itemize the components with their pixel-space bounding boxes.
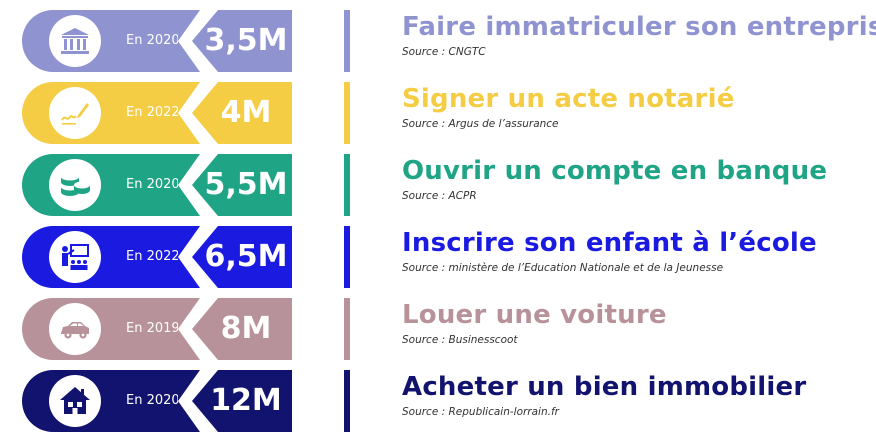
list-item: En 2022 6,5M Inscrire son enfant à l’éco…: [0, 226, 876, 288]
divider-bar: [344, 10, 350, 72]
coins-stack-icon: [61, 173, 90, 196]
value-label: 4M: [220, 95, 272, 130]
list-item: En 2019 8M Louer une voiture Source : Bu…: [0, 298, 876, 360]
value-chevron: [178, 226, 292, 288]
value-chevron: [178, 370, 292, 432]
icon-circle: [49, 159, 101, 211]
divider-bar: [344, 298, 350, 360]
list-item: En 2020 12M Acheter un bien immobilier S…: [0, 370, 876, 432]
classroom-teacher-icon: [62, 244, 89, 270]
value-label: 3,5M: [204, 23, 288, 58]
icon-circle: [49, 303, 101, 355]
list-item: En 2020 3,5M Faire immatriculer son entr…: [0, 10, 876, 72]
list-item: En 2022 4M Signer un acte notarié Source…: [0, 82, 876, 144]
item-source: Source : ACPR: [402, 190, 477, 202]
value-label: 12M: [210, 383, 282, 418]
item-title: Ouvrir un compte en banque: [402, 156, 828, 186]
year-label: En 2020: [126, 177, 180, 192]
divider-bar: [344, 154, 350, 216]
item-title: Faire immatriculer son entreprise: [402, 12, 876, 42]
item-source: Source : Argus de l’assurance: [402, 118, 559, 130]
value-chevron: [178, 10, 292, 72]
value-label: 8M: [220, 311, 272, 346]
divider-bar: [344, 370, 350, 432]
icon-circle: [49, 15, 101, 67]
signature-pen-icon: [61, 103, 89, 125]
item-title: Acheter un bien immobilier: [402, 372, 807, 402]
item-source: Source : ministère de l’Education Nation…: [402, 262, 724, 274]
icon-circle: [49, 375, 101, 427]
value-chevron: [178, 154, 292, 216]
icon-circle: [49, 231, 101, 283]
item-source: Source : Businesscoot: [402, 334, 518, 346]
year-label: En 2020: [126, 393, 180, 408]
year-label: En 2020: [126, 33, 180, 48]
year-label: En 2022: [126, 105, 180, 120]
value-chevron: [178, 298, 292, 360]
item-title: Inscrire son enfant à l’école: [402, 228, 817, 258]
bank-building-icon: [61, 28, 89, 54]
divider-bar: [344, 82, 350, 144]
icon-circle: [49, 87, 101, 139]
value-label: 6,5M: [204, 239, 288, 274]
divider-bar: [344, 226, 350, 288]
list-item: En 2020 5,5M Ouvrir un compte en banque …: [0, 154, 876, 216]
value-chevron: [178, 82, 292, 144]
item-source: Source : Republicain-lorrain.fr: [402, 406, 559, 418]
item-title: Signer un acte notarié: [402, 84, 735, 114]
item-source: Source : CNGTC: [402, 46, 486, 58]
house-icon: [60, 387, 90, 414]
car-icon: [61, 322, 89, 339]
value-label: 5,5M: [204, 167, 288, 202]
year-label: En 2019: [126, 321, 180, 336]
year-label: En 2022: [126, 249, 180, 264]
item-title: Louer une voiture: [402, 300, 667, 330]
